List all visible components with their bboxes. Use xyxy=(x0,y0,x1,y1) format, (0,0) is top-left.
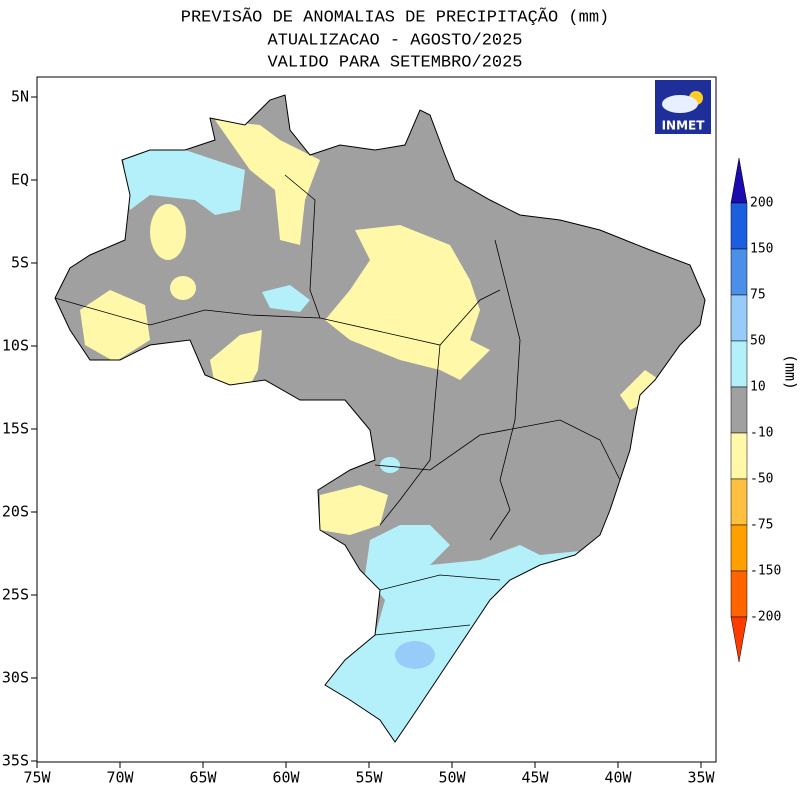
colorbar-top xyxy=(730,157,748,204)
y-tick-label: 35S xyxy=(2,752,29,770)
x-tick-label: 75W xyxy=(23,769,51,787)
colorbar-label: 10 xyxy=(750,380,766,395)
colorbar-box xyxy=(730,478,748,526)
colorbar-label: 150 xyxy=(750,242,773,257)
colorbar-box xyxy=(730,340,748,388)
colorbar-box xyxy=(730,248,748,296)
colorbar-label: 75 xyxy=(750,288,766,303)
colorbar-box xyxy=(730,202,748,250)
colorbar-label: -150 xyxy=(750,564,781,579)
colorbar-box xyxy=(730,432,748,480)
colorbar-box xyxy=(730,524,748,572)
title-line: VALIDO PARA SETEMBRO/2025 xyxy=(267,53,522,72)
colorbar: 200 150 75 50 10 -10 -50 -75 -150 -200 xyxy=(730,157,781,663)
colorbar-label: -75 xyxy=(750,518,773,533)
logo-text: INMET xyxy=(662,119,706,133)
y-tick-label: 20S xyxy=(2,503,29,521)
axes: 75W 70W 65W 60W 55W 50W 45W 40W 35W 5N EQ 5S 10S 15S 2… xyxy=(2,88,716,787)
x-tick-label: 60W xyxy=(272,769,300,787)
title-line: ATUALIZACAO - AGOSTO/2025 xyxy=(267,31,522,50)
y-tick-label: 30S xyxy=(2,669,29,687)
x-tick-label: 45W xyxy=(521,769,549,787)
colorbar-bottom xyxy=(730,616,748,663)
colorbar-label: -50 xyxy=(750,472,773,487)
y-tick-label: 5N xyxy=(11,88,29,106)
colorbar-label: -200 xyxy=(750,610,781,625)
y-tick-label: EQ xyxy=(11,171,29,189)
logo: INMET xyxy=(655,80,711,134)
colorbar-unit: (mm) xyxy=(782,354,800,390)
colorbar-label: 200 xyxy=(750,196,773,211)
title-line: PREVISÃO DE ANOMALIAS DE PRECIPITAÇÃO (m… xyxy=(181,7,609,27)
x-tick-label: 70W xyxy=(106,769,134,787)
colorbar-box xyxy=(730,386,748,434)
y-tick-label: 15S xyxy=(2,420,29,438)
x-tick-label: 40W xyxy=(604,769,632,787)
x-tick-label: 55W xyxy=(355,769,383,787)
colorbar-label: -10 xyxy=(750,426,773,441)
y-tick-label: 5S xyxy=(11,254,29,272)
colorbar-box xyxy=(730,570,748,618)
state-borders xyxy=(54,174,621,636)
colorbar-label: 50 xyxy=(750,334,766,349)
y-tick-label: 10S xyxy=(2,337,29,355)
x-tick-label: 50W xyxy=(438,769,466,787)
x-tick-label: 35W xyxy=(687,769,715,787)
colorbar-box xyxy=(730,294,748,342)
x-tick-label: 65W xyxy=(189,769,217,787)
y-tick-label: 25S xyxy=(2,586,29,604)
